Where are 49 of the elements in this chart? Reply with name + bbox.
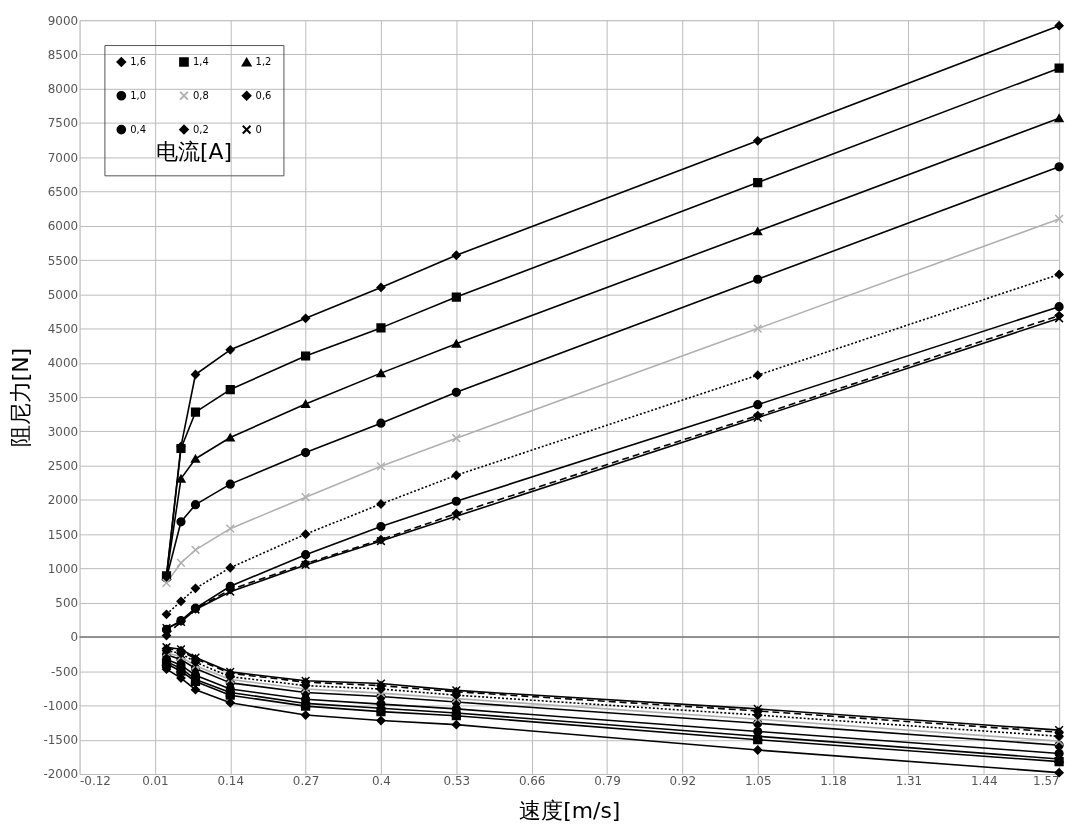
legend-label: 1,6 — [130, 56, 147, 68]
x-tick-label: 1.44 — [970, 774, 998, 789]
y-tick-label: 5000 — [47, 287, 79, 302]
x-tick-label: 1.05 — [744, 774, 772, 789]
x-tick-label: 0.14 — [217, 774, 245, 789]
y-tick-label: 6000 — [47, 219, 79, 234]
y-tick-label: 3500 — [47, 390, 79, 405]
x-tick-label: 1.57 — [1033, 774, 1060, 789]
legend-label: 0,6 — [255, 89, 272, 101]
y-tick-label: 2000 — [47, 493, 79, 508]
legend-label: 1,4 — [192, 56, 209, 68]
x-tick-label: -0.12 — [80, 774, 111, 789]
legend-title: 电流[A] — [155, 139, 232, 165]
y-tick-label: 0 — [70, 630, 79, 645]
y-tick-label: 500 — [55, 596, 79, 611]
x-axis-title: 速度[m/s] — [519, 798, 621, 824]
y-tick-label: 7500 — [47, 116, 79, 131]
x-tick-label: 1.18 — [820, 774, 847, 789]
y-tick-label: -1000 — [43, 698, 79, 713]
legend-label: 0 — [255, 123, 262, 135]
y-tick-label: 6500 — [47, 184, 79, 199]
y-axis-title: 阻尼力[N] — [8, 347, 34, 448]
x-tick-label: 0.92 — [669, 774, 697, 789]
y-tick-label: 1000 — [47, 561, 79, 576]
y-tick-label: -1500 — [43, 733, 79, 748]
x-tick-label: 0.01 — [142, 774, 169, 789]
y-tick-label: 4000 — [47, 356, 79, 371]
y-tick-label: 8000 — [47, 82, 79, 97]
y-tick-label: -2000 — [43, 767, 79, 782]
x-tick-label: 0.79 — [594, 774, 621, 789]
legend-label: 0,4 — [130, 123, 147, 135]
x-tick-label: 0.53 — [443, 774, 471, 789]
y-tick-label: 1500 — [47, 527, 79, 542]
x-tick-label: 0.4 — [371, 774, 391, 789]
legend-label: 0,8 — [192, 89, 209, 101]
y-tick-label: 8500 — [47, 47, 79, 62]
x-tick-label: 1.31 — [895, 774, 923, 789]
y-tick-label: 5500 — [47, 253, 79, 268]
y-tick-label: 9000 — [47, 13, 79, 28]
y-tick-label: 4500 — [47, 322, 79, 337]
y-tick-label: 3000 — [47, 424, 79, 439]
legend-label: 1,2 — [255, 56, 272, 68]
legend-label: 0,2 — [192, 123, 209, 135]
legend-label: 1,0 — [130, 89, 147, 101]
x-tick-label: 0.66 — [518, 774, 546, 789]
y-tick-label: -500 — [51, 664, 79, 679]
y-tick-label: 7000 — [47, 150, 79, 165]
x-tick-label: 0.27 — [292, 774, 320, 789]
y-tick-label: 2500 — [47, 459, 79, 474]
